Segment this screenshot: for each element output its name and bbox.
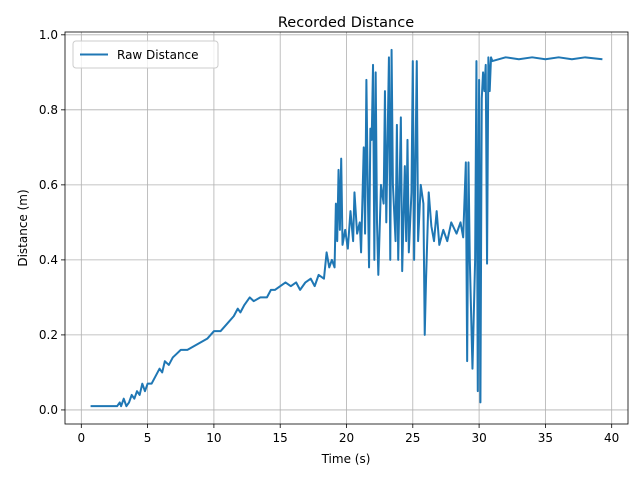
y-tick-label: 0.4 — [39, 253, 58, 267]
x-tick-label: 10 — [206, 431, 221, 445]
y-axis-label: Distance (m) — [16, 189, 30, 266]
legend-box — [72, 40, 219, 69]
y-tick-label: 1.0 — [39, 28, 58, 42]
x-tick-label: 40 — [604, 431, 619, 445]
axes-frame — [64, 31, 629, 425]
y-tick-label: 0.2 — [39, 328, 58, 342]
data-line — [90, 48, 603, 408]
x-tick-label: 20 — [339, 431, 354, 445]
x-axis-label: Time (s) — [321, 452, 371, 466]
x-tick-label: 30 — [471, 431, 486, 445]
legend-label: Raw Distance — [117, 48, 199, 62]
chart-title: Recorded Distance — [278, 15, 414, 31]
x-tick-label: 35 — [538, 431, 553, 445]
x-tick-label: 15 — [273, 431, 288, 445]
x-tick-label: 0 — [77, 431, 85, 445]
y-tick-label: 0.6 — [39, 178, 58, 192]
y-tick-label: 0.0 — [39, 403, 58, 417]
x-tick-label: 5 — [144, 431, 152, 445]
y-tick-label: 0.8 — [39, 103, 58, 117]
x-tick-label: 25 — [405, 431, 420, 445]
